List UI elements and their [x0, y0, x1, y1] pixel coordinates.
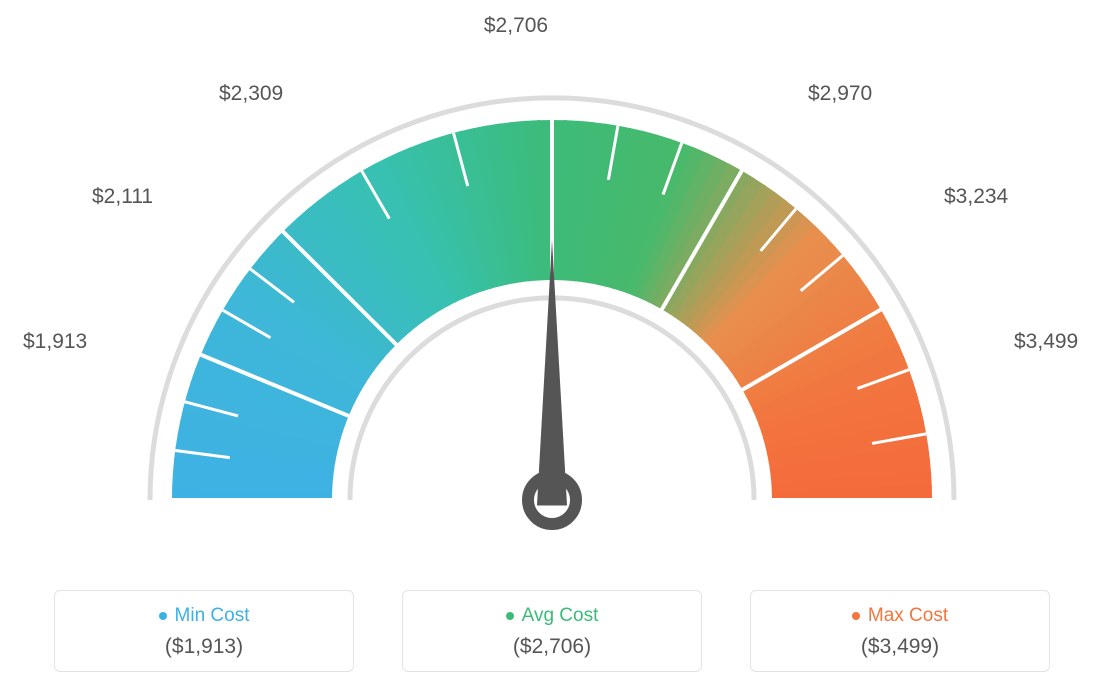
scale-label-6: $3,499	[1014, 330, 1078, 354]
dot-avg	[506, 612, 514, 620]
scale-label-2: $2,309	[219, 82, 283, 106]
card-title-max-text: Max Cost	[868, 605, 948, 626]
card-title-min-text: Min Cost	[175, 605, 250, 626]
summary-card-min: Min Cost ($1,913)	[54, 590, 354, 672]
gauge-svg	[102, 30, 1002, 570]
scale-label-1: $2,111	[92, 185, 153, 209]
dot-min	[159, 612, 167, 620]
summary-row: Min Cost ($1,913) Avg Cost ($2,706) Max …	[0, 590, 1104, 672]
card-title-max: Max Cost	[751, 605, 1049, 627]
card-title-avg-text: Avg Cost	[522, 605, 599, 626]
card-title-avg: Avg Cost	[403, 605, 701, 627]
scale-label-5: $3,234	[944, 185, 1008, 209]
summary-card-avg: Avg Cost ($2,706)	[402, 590, 702, 672]
dot-max	[852, 612, 860, 620]
scale-label-4: $2,970	[808, 82, 872, 106]
summary-card-max: Max Cost ($3,499)	[750, 590, 1050, 672]
card-title-min: Min Cost	[55, 605, 353, 627]
scale-label-0: $1,913	[23, 330, 87, 354]
gauge-area: $1,913 $2,111 $2,309 $2,706 $2,970 $3,23…	[0, 0, 1104, 570]
scale-label-3: $2,706	[484, 14, 548, 38]
card-value-avg: ($2,706)	[403, 635, 701, 659]
chart-container: $1,913 $2,111 $2,309 $2,706 $2,970 $3,23…	[0, 0, 1104, 690]
card-value-min: ($1,913)	[55, 635, 353, 659]
card-value-max: ($3,499)	[751, 635, 1049, 659]
